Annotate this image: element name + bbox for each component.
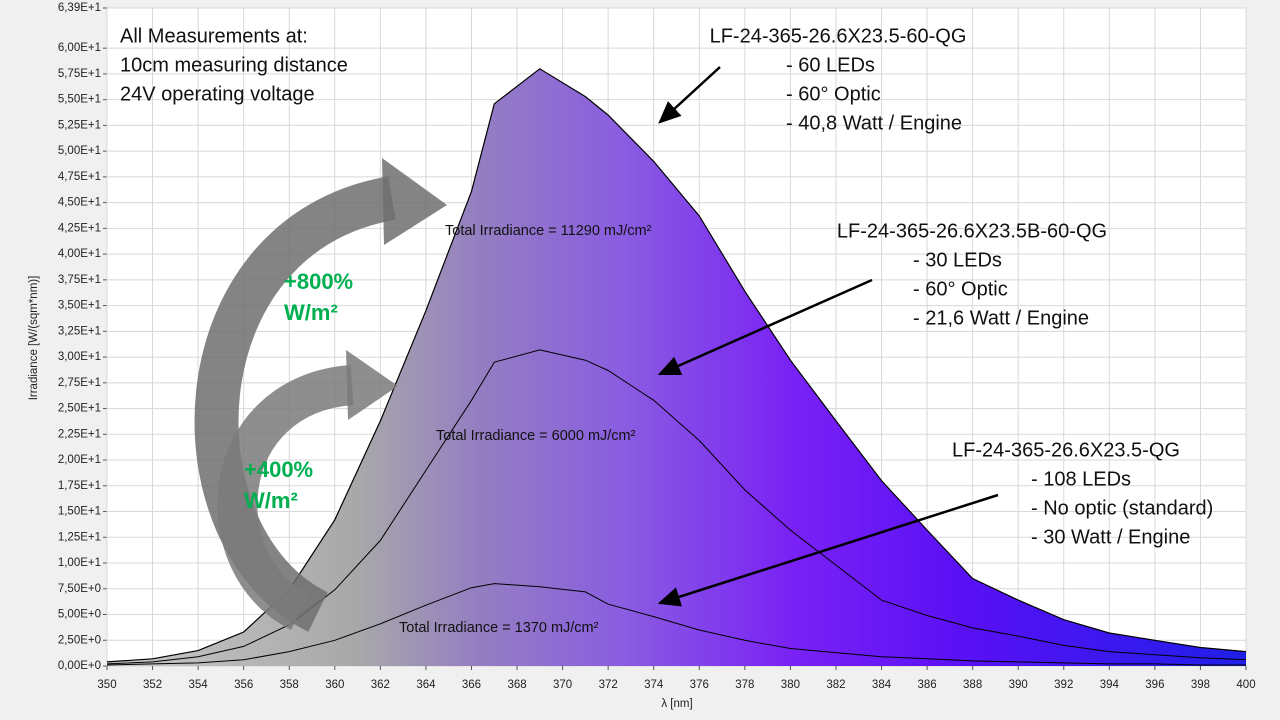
y-tick-label: 4,75E+1 [58,171,101,183]
x-tick-label: 360 [325,679,344,691]
gain-percent: +400% [244,457,313,482]
series-detail: - 60 LEDs [786,54,875,76]
gain-percent: +800% [284,269,353,294]
x-tick-label: 356 [234,679,253,691]
x-tick-label: 380 [781,679,800,691]
y-tick-label: 5,00E+1 [58,145,101,157]
series-detail: - 60° Optic [786,83,881,105]
x-tick-label: 352 [143,679,162,691]
x-tick-label: 354 [189,679,209,691]
x-tick-label: 384 [872,679,892,691]
line [106,583,1246,666]
y-tick-label: 1,25E+1 [58,531,101,543]
y-tick-label: 2,50E+1 [58,403,101,415]
x-tick-label: 370 [553,679,572,691]
x-tick-label: 386 [917,679,936,691]
x-tick-label: 364 [416,679,436,691]
y-tick-label: 6,00E+1 [58,42,101,54]
y-tick-label: 3,25E+1 [58,325,101,337]
x-tick-label: 350 [97,679,116,691]
total-irradiance: Total Irradiance = 1370 mJ/cm² [399,620,599,636]
series-detail: - 30 LEDs [913,249,1002,271]
x-tick-label: 390 [1009,679,1028,691]
series-name: LF-24-365-26.6X23.5-60-QG [710,25,967,47]
line [106,68,1247,663]
series-detail: - 21,6 Watt / Engine [913,307,1089,329]
note: 10cm measuring distance [120,54,348,76]
y-tick-label: 6,39E+1 [58,2,101,14]
y-tick-label: 3,75E+1 [58,274,101,286]
y-tick-label: 5,75E+1 [58,68,101,80]
x-tick-label: 358 [280,679,299,691]
y-tick-label: 3,50E+1 [58,300,101,312]
x-tick-label: 394 [1100,679,1120,691]
y-tick-label: 0,00E+0 [58,660,101,672]
y-tick-label: 7,50E+0 [58,583,101,595]
y-tick-label: 1,00E+1 [58,557,101,569]
series-name: LF-24-365-26.6X23.5B-60-QG [837,220,1107,242]
x-axis-label: λ [nm] [661,698,692,710]
x-tick-label: 366 [462,679,481,691]
y-tick-label: 4,00E+1 [58,248,101,260]
x-tick-label: 376 [690,679,709,691]
x-tick-label: 388 [963,679,982,691]
x-tick-label: 374 [644,679,664,691]
y-tick-label: 4,50E+1 [58,197,101,209]
total-irradiance: Total Irradiance = 11290 mJ/cm² [445,223,652,239]
gain-unit: W/m² [284,300,338,325]
y-tick-label: 2,00E+1 [58,454,101,466]
x-tick-label: 396 [1145,679,1164,691]
series-detail: - 108 LEDs [1031,468,1131,490]
y-tick-label: 3,00E+1 [58,351,101,363]
y-tick-label: 1,75E+1 [58,480,101,492]
x-tick-label: 400 [1236,679,1255,691]
y-tick-label: 5,50E+1 [58,94,101,106]
gain-unit: W/m² [244,488,298,513]
series-name: LF-24-365-26.6X23.5-QG [952,439,1180,461]
note: 24V operating voltage [120,83,315,105]
series-detail: - 30 Watt / Engine [1031,526,1190,548]
x-tick-label: 378 [735,679,754,691]
series-detail: - 60° Optic [913,278,1008,300]
x-tick-label: 372 [599,679,618,691]
x-tick-label: 392 [1054,679,1073,691]
series-detail: - No optic (standard) [1031,497,1213,519]
y-tick-label: 4,25E+1 [58,222,101,234]
y-tick-label: 2,50E+0 [58,634,101,646]
y-tick-label: 2,25E+1 [58,428,101,440]
series-detail: - 40,8 Watt / Engine [786,112,962,134]
y-tick-label: 1,50E+1 [58,506,101,518]
x-tick-label: 382 [826,679,845,691]
x-tick-label: 398 [1191,679,1210,691]
y-tick-label: 5,25E+1 [58,119,101,131]
arrows [194,66,999,632]
y-axis-label: Irradiance [W/(sqm*nm)] [28,276,40,401]
total-irradiance: Total Irradiance = 6000 mJ/cm² [436,428,636,444]
x-tick-label: 368 [507,679,526,691]
note: All Measurements at: [120,25,308,47]
x-tick-label: 362 [371,679,390,691]
y-tick-label: 2,75E+1 [58,377,101,389]
y-tick-label: 5,00E+0 [58,609,101,621]
